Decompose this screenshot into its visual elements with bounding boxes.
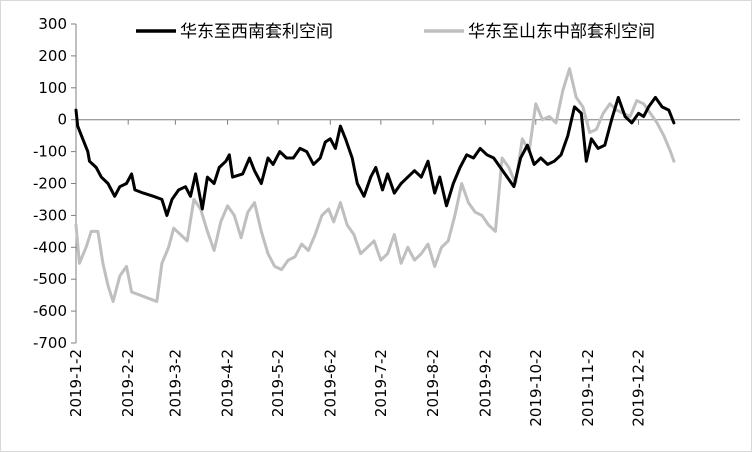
y-tick-label: -200 — [33, 175, 67, 193]
series-line-1 — [74, 95, 676, 217]
x-tick-label: 2019-9-2 — [476, 349, 494, 417]
x-tick-label: 2019-3-2 — [166, 349, 184, 417]
x-tick-label: 2019-11-2 — [579, 349, 597, 427]
y-tick-label: 0 — [57, 111, 67, 129]
legend-label-2: 华东至山东中部套利空间 — [468, 22, 655, 42]
x-axis: 2019-1-2 2019-2-2 2019-3-2 2019-4-2 2019-5-2… — [67, 119, 740, 427]
series-line-2 — [74, 67, 676, 303]
x-tick-label: 2019-10-2 — [527, 349, 545, 427]
x-tick-label: 2019-12-2 — [630, 349, 648, 427]
y-tick-label: -100 — [33, 143, 67, 161]
y-tick-label: 200 — [38, 47, 67, 65]
y-tick-label: 100 — [38, 79, 67, 97]
y-tick-label: -500 — [33, 270, 67, 288]
series-layer — [74, 67, 676, 303]
y-axis: 300 200 100 0 -100 -200 -300 -400 -500 -600 -700 — [33, 15, 77, 352]
y-tick-label: -700 — [33, 334, 67, 352]
x-tick-label: 2019-6-2 — [321, 349, 339, 417]
x-tick-label: 2019-7-2 — [372, 349, 390, 417]
y-tick-label: -400 — [33, 238, 67, 256]
y-tick-label: 300 — [38, 15, 67, 33]
y-tick-label: -600 — [33, 302, 67, 320]
x-tick-label: 2019-2-2 — [119, 349, 137, 417]
x-tick-label: 2019-5-2 — [269, 349, 287, 417]
x-tick-label: 2019-1-2 — [67, 349, 85, 417]
legend-label-1: 华东至西南套利空间 — [180, 22, 333, 42]
legend: 华东至西南套利空间 华东至山东中部套利空间 — [136, 22, 655, 42]
x-tick-label: 2019-4-2 — [219, 349, 237, 417]
y-tick-label: -300 — [33, 206, 67, 224]
x-tick-label: 2019-8-2 — [424, 349, 442, 417]
